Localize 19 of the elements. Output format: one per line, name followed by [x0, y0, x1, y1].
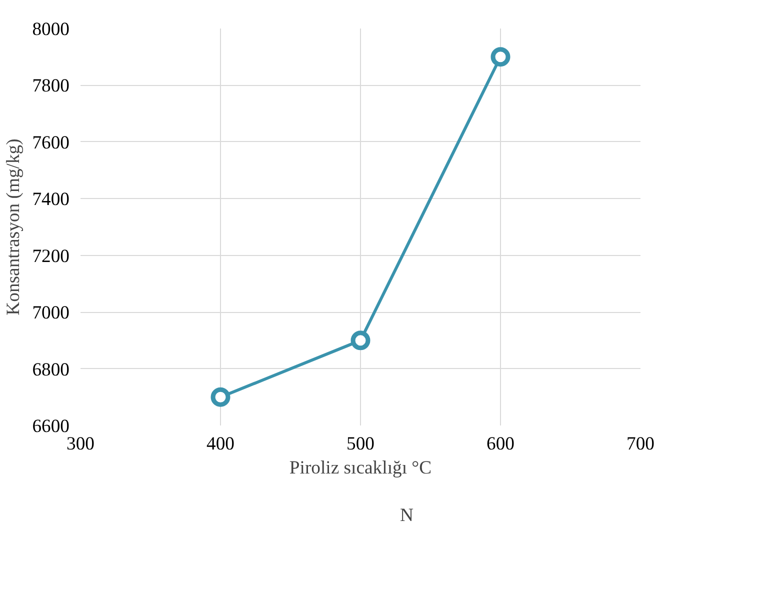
point [210, 387, 230, 407]
x-tick-label: 600 [486, 434, 514, 454]
y-tick-label: 6600 [32, 416, 70, 437]
y-tick-label: 7600 [32, 132, 70, 154]
y-tick-label: 8000 [32, 19, 70, 40]
x-tick-label: 500 [346, 434, 374, 454]
point [350, 330, 370, 350]
point [490, 47, 510, 67]
y-tick-label: 6800 [32, 359, 70, 380]
x-axis-title: Piroliz sıcaklığı °C [289, 458, 432, 478]
x-tick-label: 300 [66, 434, 94, 454]
x-tick-label: 400 [206, 434, 234, 454]
y-tick-label: 7200 [32, 246, 70, 267]
y-tick-label: 7400 [32, 189, 70, 210]
text: N [400, 505, 414, 527]
y-tick-label: 7000 [32, 302, 70, 324]
y-tick-label: 7800 [32, 76, 70, 97]
x-tick-label: 700 [626, 434, 654, 454]
y-axis-title: Konsantrasyon (mg/kg) [3, 138, 24, 316]
